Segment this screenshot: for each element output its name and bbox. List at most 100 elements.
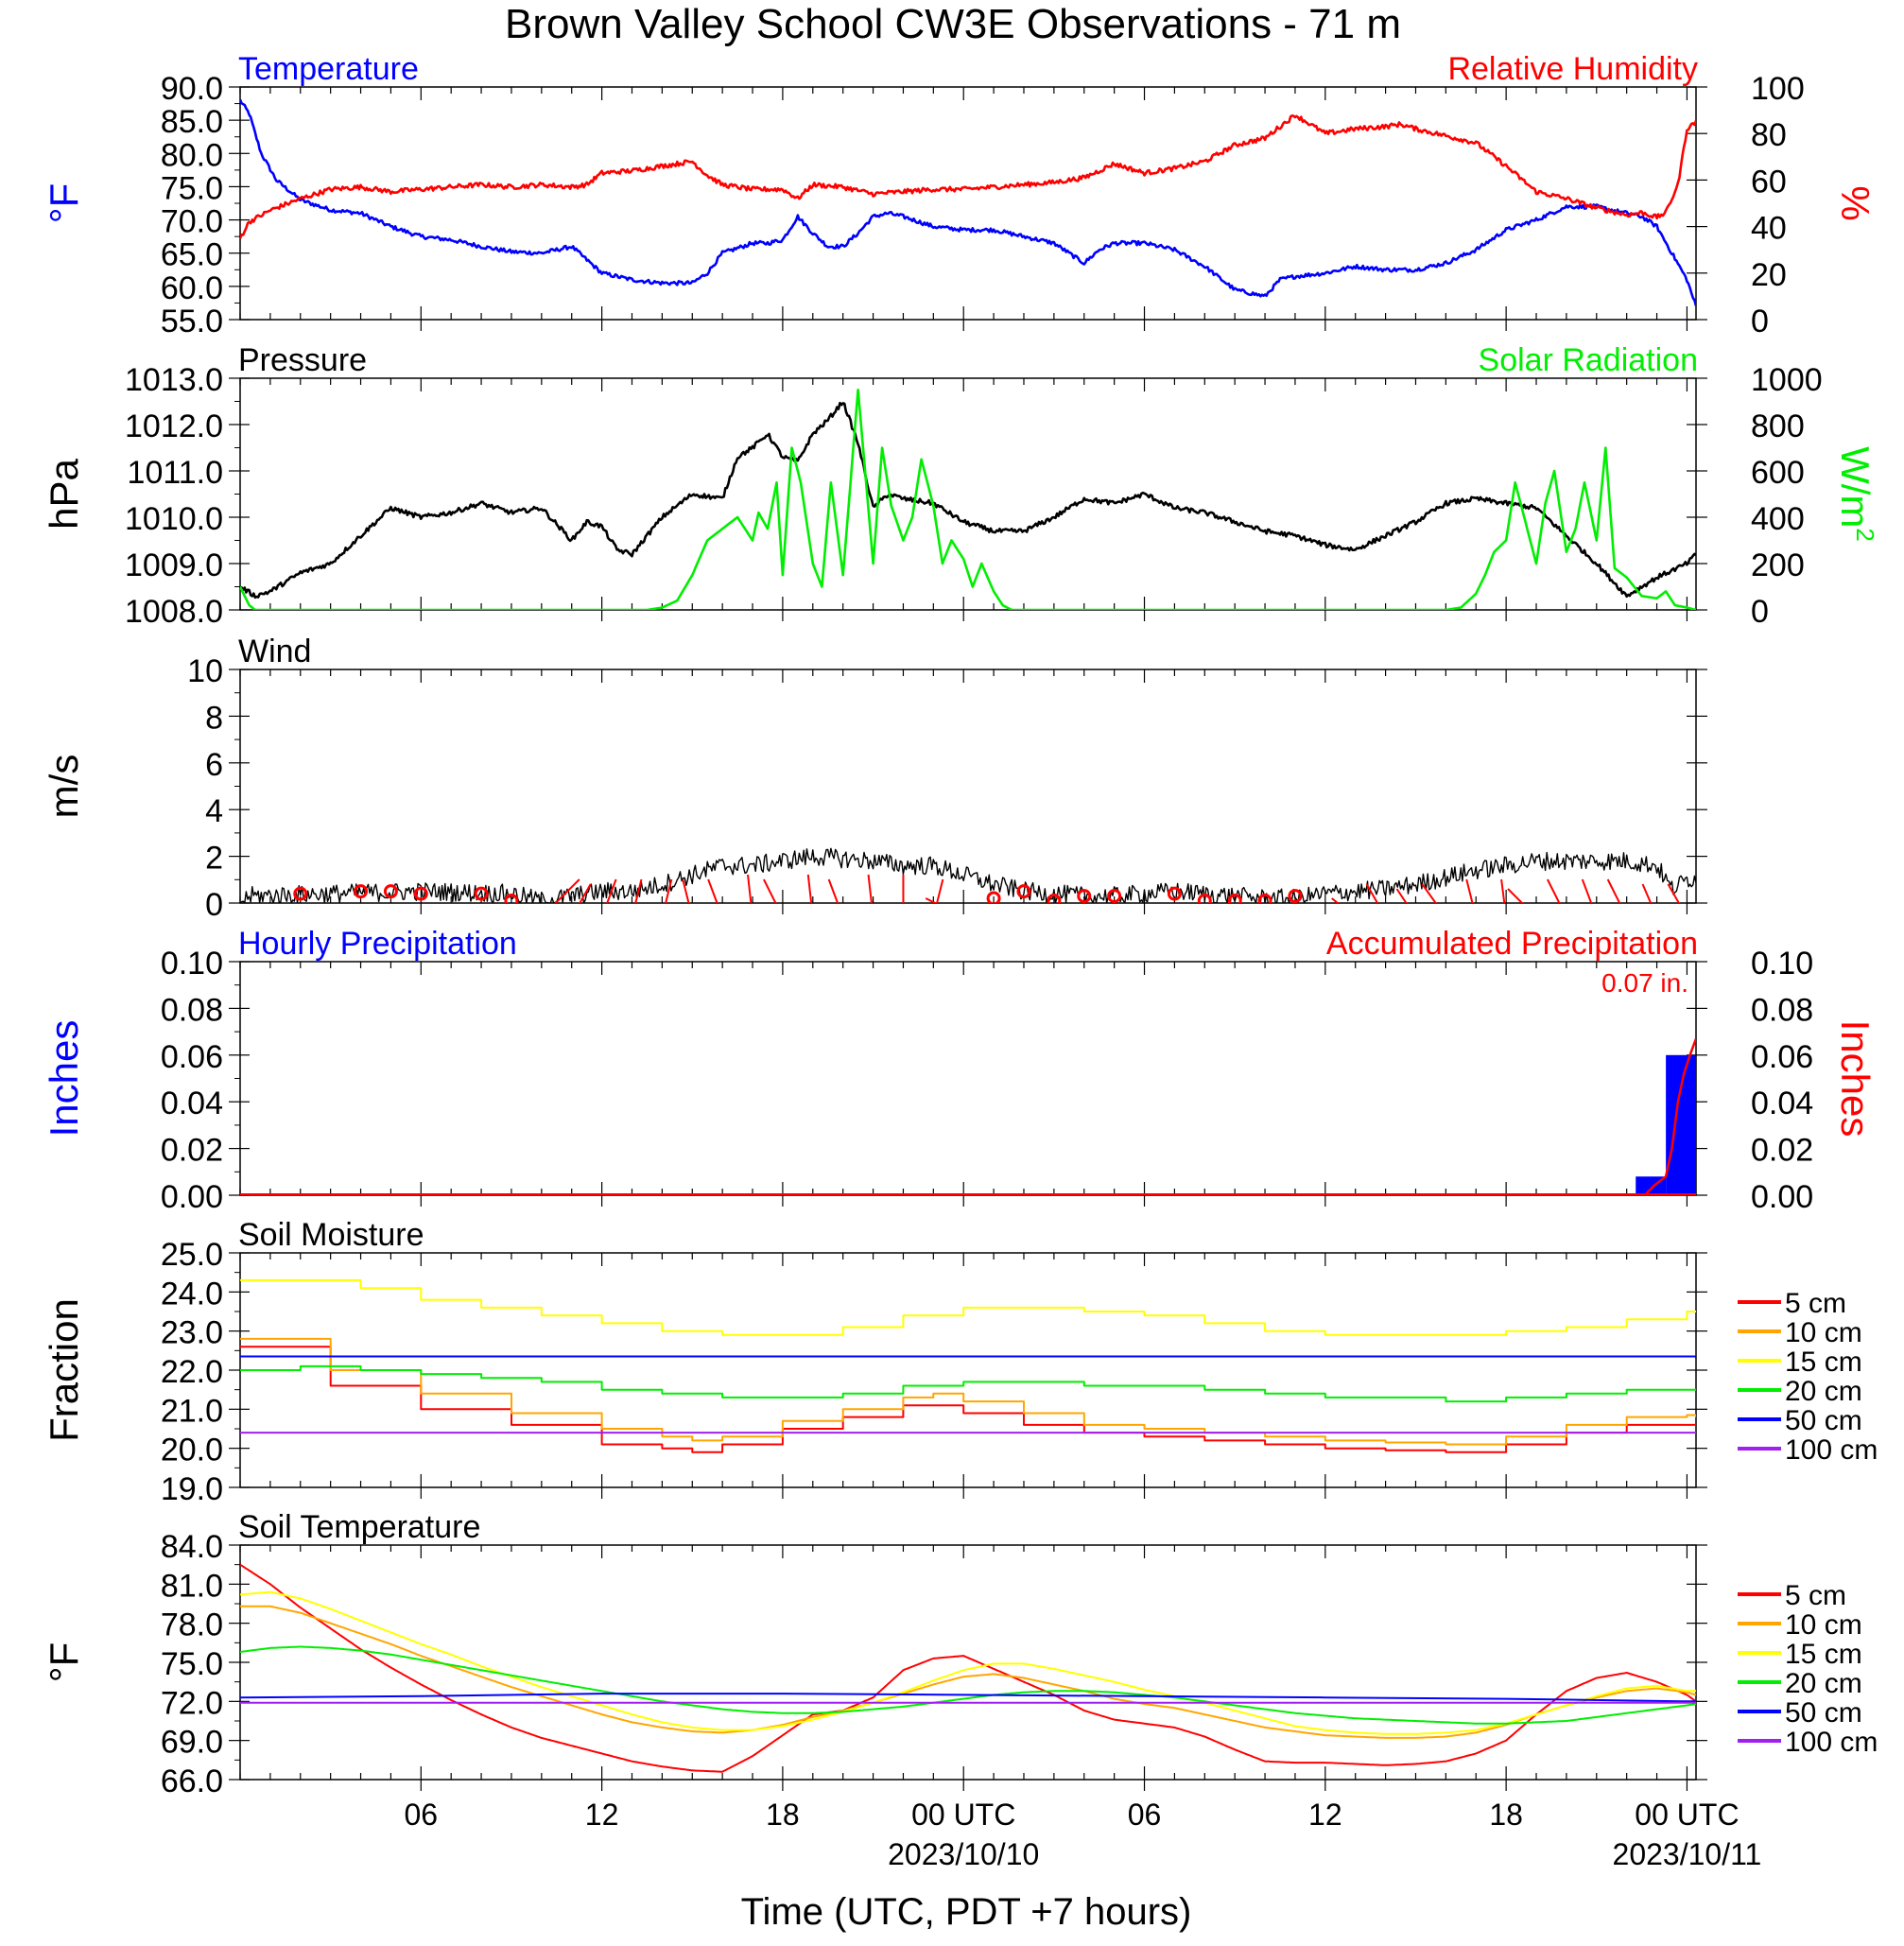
panel-left-title: Soil Moisture [238,1217,424,1253]
y-axis-label-right-superscript: 2 [1851,528,1879,541]
panel-soil-temperature: 66.069.0 72.075.078.081.084.0 Soil Tempera… [42,1509,1878,1799]
y-tick-label: 24.0 [161,1276,223,1312]
wind-barb [579,883,592,903]
y-tick-label-right: 200 [1751,547,1805,583]
y-tick-label-right: 0.02 [1751,1133,1813,1169]
series-line-3 [240,1364,1696,1403]
wind-barb [1291,902,1295,903]
time-axis-label: Time (UTC, PDT +7 hours) [741,1891,1192,1933]
wind-barb [827,878,839,903]
y-axis-label: °F [42,183,86,223]
panel-soil-moisture: 19.020.0 21.022.023.024.025.0 Soil Moistur… [42,1217,1878,1507]
series-line-4 [240,1693,1696,1703]
plot-frame [239,86,1697,321]
legend-label: 50 cm [1785,1405,1862,1436]
time-tick-label: 06 [1128,1798,1162,1832]
wind-barb [1547,878,1561,903]
wind-barb [1641,883,1653,903]
y-axis-label: m/s [42,755,86,819]
y-axis-label-right: W/m2 [1833,446,1879,542]
y-tick-label-right: 0.06 [1751,1039,1813,1075]
series-line-0 [240,98,1696,306]
y-tick-label: 70.0 [161,204,223,240]
y-tick-label-right: 0.00 [1751,1179,1813,1215]
plot-data [240,1038,1696,1195]
plot-data [240,847,1696,903]
series-line-1 [240,1605,1696,1739]
y-tick-label-right: 40 [1751,211,1787,247]
wind-barb [606,878,617,903]
wind-barb [1331,897,1340,903]
panel-right-title: Relative Humidity [1447,51,1698,87]
y-tick-label: 72.0 [161,1685,223,1721]
y-tick-label: 22.0 [161,1354,223,1390]
wind-barb [1606,878,1621,903]
legend-label: 5 cm [1785,1580,1846,1611]
wind-barb [1581,878,1593,903]
y-tick-label: 0.06 [161,1039,223,1075]
series-line-0 [240,1563,1696,1773]
wind-barb-calm [986,891,1001,903]
y-tick-label-right: 0.10 [1751,946,1813,982]
wind-barb [707,878,718,903]
hourly-precip-bar [1666,1054,1696,1195]
panel-wind: 0 2 4 6 8 10 Wind m/s [42,634,1707,923]
panel-right-title: Solar Radiation [1479,342,1698,378]
y-tick-label: 0.02 [161,1133,223,1169]
y-tick-label: 1011.0 [128,455,223,491]
wind-barb [763,878,777,903]
wind-barb-calm [1016,884,1031,899]
y-tick-label-right: 0 [1751,594,1769,630]
wind-barb [1365,883,1379,903]
panel-annotation: 0.07 in. [1601,968,1688,998]
series-line-0 [240,847,1696,903]
wind-barb [1667,883,1681,903]
series-line-2 [240,1278,1696,1336]
y-tick-label: 84.0 [161,1529,223,1565]
wind-barb-calm [354,884,369,899]
wind-barb [1395,888,1408,903]
wind-barb [1500,878,1506,903]
date-label: 2023/10/11 [1613,1837,1762,1871]
panel-left-title: Wind [238,634,311,669]
y-tick-label: 85.0 [161,104,223,140]
panel-left-title: Soil Temperature [238,1509,480,1545]
legend-label: 15 cm [1785,1347,1862,1378]
y-tick-label: 1009.0 [125,547,223,583]
y-tick-label: 4 [205,793,223,829]
y-tick-label-right: 60 [1751,164,1787,200]
time-axis: 06 12 18 00 UTC 2023/10/10 06 12 18 00 UTC 2023/1… [405,1798,1762,1871]
legend-label: 10 cm [1785,1317,1862,1348]
legend-label: 50 cm [1785,1697,1862,1729]
y-tick-label: 10 [187,653,223,689]
y-tick-label: 60.0 [161,270,223,306]
wind-barb-calm [1107,889,1122,903]
y-tick-label: 6 [205,747,223,783]
y-tick-label: 0 [205,887,223,923]
y-tick-label: 19.0 [161,1471,223,1507]
series-line-1 [240,1337,1696,1446]
y-tick-label: 75.0 [161,170,223,206]
y-tick-label-right: 1000 [1751,362,1823,398]
y-tick-label-right: 20 [1751,257,1787,293]
plot-data [240,1278,1696,1453]
wind-barb [665,878,673,903]
y-tick-label: 1013.0 [125,362,223,398]
y-tick-label: 55.0 [161,304,223,339]
y-tick-label: 2 [205,841,223,877]
panel-left-title: Pressure [238,342,367,378]
y-axis-label: °F [42,1642,86,1682]
y-tick-label-right: 80 [1751,117,1787,153]
series-line-3 [240,1645,1696,1725]
y-tick-label: 65.0 [161,237,223,273]
time-tick-label: 12 [585,1798,619,1832]
y-tick-label-right: 0.04 [1751,1086,1813,1121]
panel-temperature: 55.060.065.070.075.080.085.090.0 0 20 40 60 8… [42,51,1878,339]
y-tick-label: 90.0 [161,71,223,107]
series-line-1 [240,114,1696,239]
y-tick-label: 8 [205,700,223,736]
wind-barb-calm [293,886,308,901]
wind-barb [1507,888,1524,903]
y-tick-label-right: 100 [1751,71,1805,107]
date-label: 2023/10/10 [888,1837,1039,1871]
